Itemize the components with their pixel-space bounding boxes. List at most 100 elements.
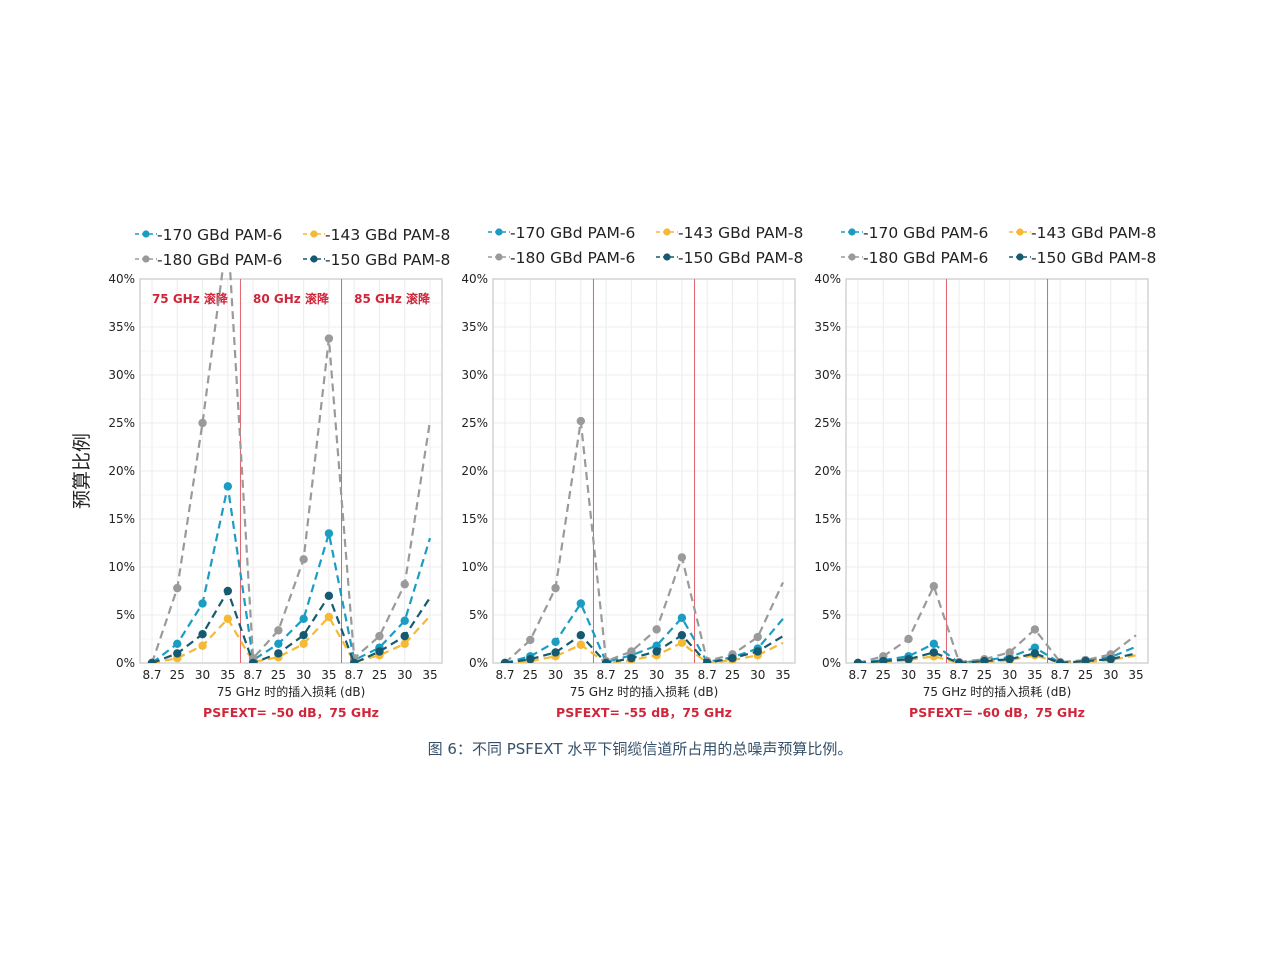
data-point [576, 640, 586, 649]
data-point [299, 555, 308, 564]
x-tick-label: 30 [397, 668, 412, 682]
data-point [198, 641, 207, 650]
y-tick-label: 15% [108, 512, 135, 526]
data-point [349, 658, 359, 663]
y-tick-label: 5% [469, 608, 488, 622]
data-point [904, 654, 913, 663]
series-150-gbd-pam-8 [853, 648, 1137, 663]
data-point [627, 654, 636, 663]
data-point [954, 658, 964, 663]
y-tick-label: 25% [108, 416, 135, 430]
data-point [526, 635, 535, 645]
x-tick-label: 30 [195, 668, 210, 682]
data-point [400, 631, 409, 641]
x-tick-label: 35 [321, 668, 336, 682]
x-tick-label: 8.7 [950, 668, 969, 682]
legend-label: -180 GBd PAM-6 [863, 249, 988, 267]
legend-swatch-marker [310, 230, 318, 238]
x-tick-label: 25 [170, 668, 185, 682]
x-tick-label: 30 [548, 668, 563, 682]
legend-label: -180 GBd PAM-6 [157, 251, 282, 269]
x-tick-label: 25 [271, 668, 286, 682]
data-point [576, 416, 586, 426]
data-point [753, 632, 762, 642]
data-point [677, 553, 687, 562]
group-label: 75 GHz 滚降 [152, 291, 229, 306]
data-point [274, 649, 283, 658]
y-tick-label: 40% [814, 272, 841, 286]
data-point [753, 647, 762, 656]
data-point [576, 599, 586, 608]
y-tick-label: 20% [108, 464, 135, 478]
x-tick-label: 8.7 [698, 668, 717, 682]
y-tick-label: 30% [108, 368, 135, 382]
y-tick-label: 35% [108, 320, 135, 334]
x-axis-label: 75 GHz 时的插入损耗 (dB) [570, 684, 719, 699]
data-point [500, 658, 510, 663]
y-tick-label: 40% [108, 272, 135, 286]
x-axis-label: 75 GHz 时的插入损耗 (dB) [923, 684, 1072, 699]
legend-swatch-marker [310, 255, 318, 263]
y-tick-label: 10% [814, 560, 841, 574]
data-point [929, 639, 939, 648]
series-line [504, 420, 784, 663]
data-point [652, 647, 661, 656]
data-point [274, 626, 283, 635]
data-point [173, 639, 182, 648]
data-point [324, 612, 334, 622]
data-point [1030, 625, 1040, 634]
series-180-gbd-pam-6 [853, 582, 1137, 663]
y-tick-label: 20% [461, 464, 488, 478]
legend-label: -143 GBd PAM-8 [325, 226, 450, 244]
legend-swatch-marker [495, 228, 503, 236]
data-point [1030, 649, 1040, 658]
x-tick-label: 25 [624, 668, 639, 682]
x-tick-label: 30 [1103, 668, 1118, 682]
y-tick-label: 5% [116, 608, 135, 622]
legend-swatch-marker [663, 228, 671, 236]
legend-item: -170 GBd PAM-6 [488, 224, 635, 242]
x-tick-label: 30 [750, 668, 765, 682]
data-point [526, 654, 535, 663]
y-tick-label: 35% [814, 320, 841, 334]
panel-subtitle: PSFEXT= -55 dB，75 GHz [556, 705, 732, 720]
legend-label: -143 GBd PAM-8 [678, 224, 803, 242]
y-tick-label: 15% [461, 512, 488, 526]
legend-swatch-marker [1016, 228, 1024, 236]
figure-caption: 图 6：不同 PSFEXT 水平下铜缆信道所占用的总噪声预算比例。 [427, 740, 853, 758]
legend-item: -143 GBd PAM-8 [1009, 224, 1156, 242]
panel-subtitle: PSFEXT= -50 dB，75 GHz [203, 705, 379, 720]
data-point [223, 586, 233, 596]
data-point [299, 639, 308, 648]
chart-panel-2: 0% 5% 10% 15% 20% 25% 30% 35% 40% 8.7 25 30 35 8.7 25 3… [461, 224, 803, 720]
x-tick-label: 35 [1027, 668, 1042, 682]
legend-item: -170 GBd PAM-6 [841, 224, 988, 242]
legend-swatch-marker [663, 253, 671, 261]
legend-label: -150 GBd PAM-8 [325, 251, 450, 269]
data-point [324, 591, 334, 600]
data-point [198, 418, 207, 428]
data-point [677, 613, 687, 623]
series-line [504, 633, 784, 663]
data-point [248, 658, 258, 663]
data-point [223, 482, 233, 491]
data-point [1005, 654, 1014, 663]
series-line [151, 615, 431, 663]
x-tick-label: 25 [523, 668, 538, 682]
group-label: 80 GHz 滚降 [253, 291, 330, 306]
legend-item: -143 GBd PAM-8 [656, 224, 803, 242]
x-tick-label: 8.7 [142, 668, 161, 682]
data-point [198, 599, 207, 608]
legend-swatch-marker [495, 253, 503, 261]
legend-item: -180 GBd PAM-6 [488, 249, 635, 267]
data-point [904, 634, 913, 644]
x-tick-label: 35 [926, 668, 941, 682]
y-tick-label: 0% [469, 656, 488, 670]
x-tick-label: 8.7 [1051, 668, 1070, 682]
x-tick-label: 30 [296, 668, 311, 682]
plot-frame [492, 278, 796, 664]
legend-item: -180 GBd PAM-6 [135, 251, 282, 269]
data-point [1106, 654, 1115, 663]
data-point [652, 641, 661, 650]
